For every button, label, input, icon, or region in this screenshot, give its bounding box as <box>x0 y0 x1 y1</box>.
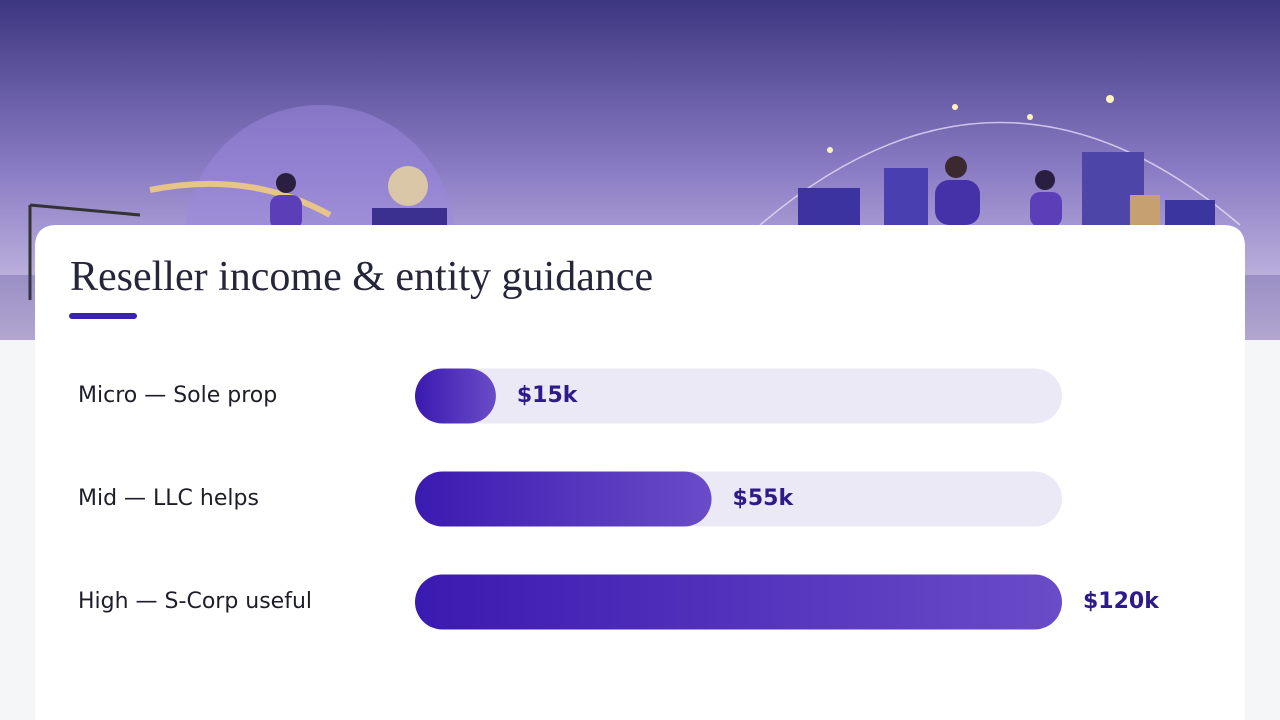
category-label: Mid — LLC helps <box>78 486 259 511</box>
bar-track <box>415 368 1062 424</box>
chart-title: Reseller income & entity guidance <box>70 254 653 300</box>
value-label: $55k <box>733 486 795 511</box>
title-underline <box>69 313 137 319</box>
bar <box>415 471 712 527</box>
category-label: High — S-Corp useful <box>78 589 312 614</box>
bar <box>415 574 1062 630</box>
value-label: $15k <box>517 383 579 408</box>
category-label: Micro — Sole prop <box>78 383 277 408</box>
bar <box>415 368 496 424</box>
value-label: $120k <box>1083 589 1160 614</box>
plot: Micro — Sole prop $15k Mid — LLC helps $55k… <box>78 368 1160 630</box>
